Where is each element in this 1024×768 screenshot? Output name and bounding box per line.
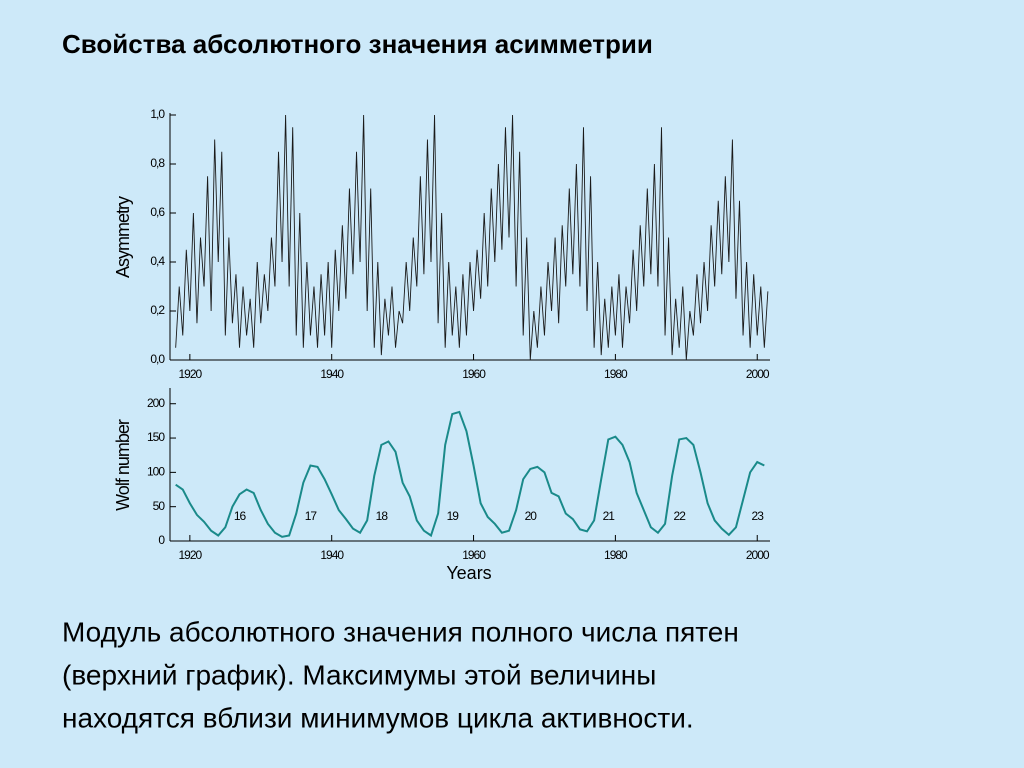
cycle-label: 18 — [376, 509, 389, 523]
y-tick-label: 0,4 — [150, 254, 165, 268]
y-tick-label: 100 — [147, 465, 165, 479]
x-tick-label: 1960 — [462, 367, 486, 381]
y-tick-label: 150 — [147, 430, 165, 444]
cycle-label: 17 — [305, 509, 318, 523]
slide-title: Свойства абсолютного значения асимметрии — [62, 29, 653, 59]
x-axis-label: Years — [446, 563, 491, 583]
y-tick-label: 200 — [147, 396, 165, 410]
y-tick-label: 0 — [158, 533, 165, 547]
y-tick-label: 0,2 — [150, 303, 165, 317]
y-axis-label: Asymmetry — [113, 196, 133, 278]
cycle-label: 22 — [674, 509, 687, 523]
x-tick-label: 1980 — [604, 367, 628, 381]
body-text: Модуль абсолютного значения полного числ… — [62, 616, 739, 647]
data-line — [175, 114, 769, 361]
y-tick-label: 0,8 — [150, 156, 165, 170]
y-axis-label: Wolf number — [113, 419, 133, 511]
cycle-label: 21 — [603, 509, 616, 523]
y-tick-label: 0,6 — [150, 205, 165, 219]
y-tick-label: 50 — [153, 499, 166, 513]
x-tick-label: 1980 — [604, 548, 628, 562]
x-tick-label: 2000 — [746, 548, 770, 562]
x-tick-label: 2000 — [746, 367, 770, 381]
cycle-label: 19 — [447, 509, 460, 523]
y-tick-label: 1,0 — [150, 107, 165, 121]
x-tick-label: 1920 — [179, 367, 203, 381]
body-text: (верхний график). Максимумы этой величин… — [62, 659, 656, 690]
x-tick-label: 1940 — [320, 548, 344, 562]
body-text: находятся вблизи минимумов цикла активно… — [62, 702, 694, 733]
x-tick-label: 1920 — [179, 548, 203, 562]
cycle-label: 20 — [525, 509, 538, 523]
y-tick-label: 0,0 — [150, 352, 165, 366]
cycle-label: 16 — [234, 509, 247, 523]
x-tick-label: 1940 — [320, 367, 344, 381]
cycle-label: 23 — [752, 509, 765, 523]
data-line — [175, 410, 765, 538]
x-tick-label: 1960 — [462, 548, 486, 562]
